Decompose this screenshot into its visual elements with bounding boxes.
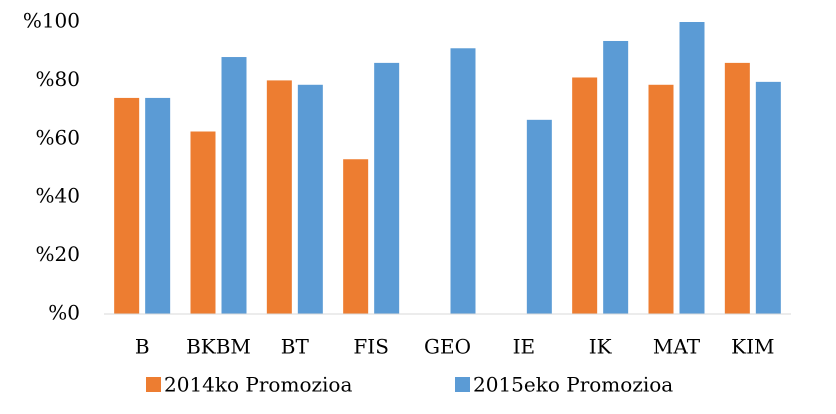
x-tick-label: MAT — [653, 335, 701, 359]
bar — [114, 97, 140, 314]
x-tick-label: IE — [513, 335, 536, 359]
y-tick-label: %0 — [48, 301, 80, 325]
y-tick-label: %40 — [36, 184, 80, 208]
bar — [603, 40, 629, 314]
bar — [145, 97, 171, 314]
legend-label: 2014ko Promozioa — [164, 373, 352, 397]
bar — [526, 119, 552, 314]
bar — [266, 80, 292, 315]
x-tick-label: KIM — [731, 335, 774, 359]
legend-label: 2015eko Promozioa — [473, 373, 673, 397]
x-tick-label: IK — [589, 335, 613, 359]
bar — [374, 62, 400, 314]
bar — [297, 84, 323, 314]
y-tick-label: %100 — [23, 9, 80, 33]
bar — [679, 22, 705, 314]
legend-swatch — [455, 377, 470, 392]
bar — [343, 159, 369, 314]
y-tick-label: %20 — [36, 242, 80, 266]
x-tick-label: B — [135, 335, 150, 359]
x-tick-label: FIS — [353, 335, 388, 359]
legend-swatch — [146, 377, 161, 392]
y-tick-label: %60 — [36, 125, 80, 149]
bar — [755, 81, 781, 314]
x-tick-label: BKBM — [186, 335, 251, 359]
bar — [190, 131, 216, 314]
x-tick-label: GEO — [424, 335, 471, 359]
bar — [572, 77, 598, 314]
bar — [648, 84, 674, 314]
y-tick-label: %80 — [36, 67, 80, 91]
bar — [724, 62, 750, 314]
x-tick-label: BT — [281, 335, 310, 359]
bar — [450, 48, 476, 314]
bar — [221, 57, 247, 314]
